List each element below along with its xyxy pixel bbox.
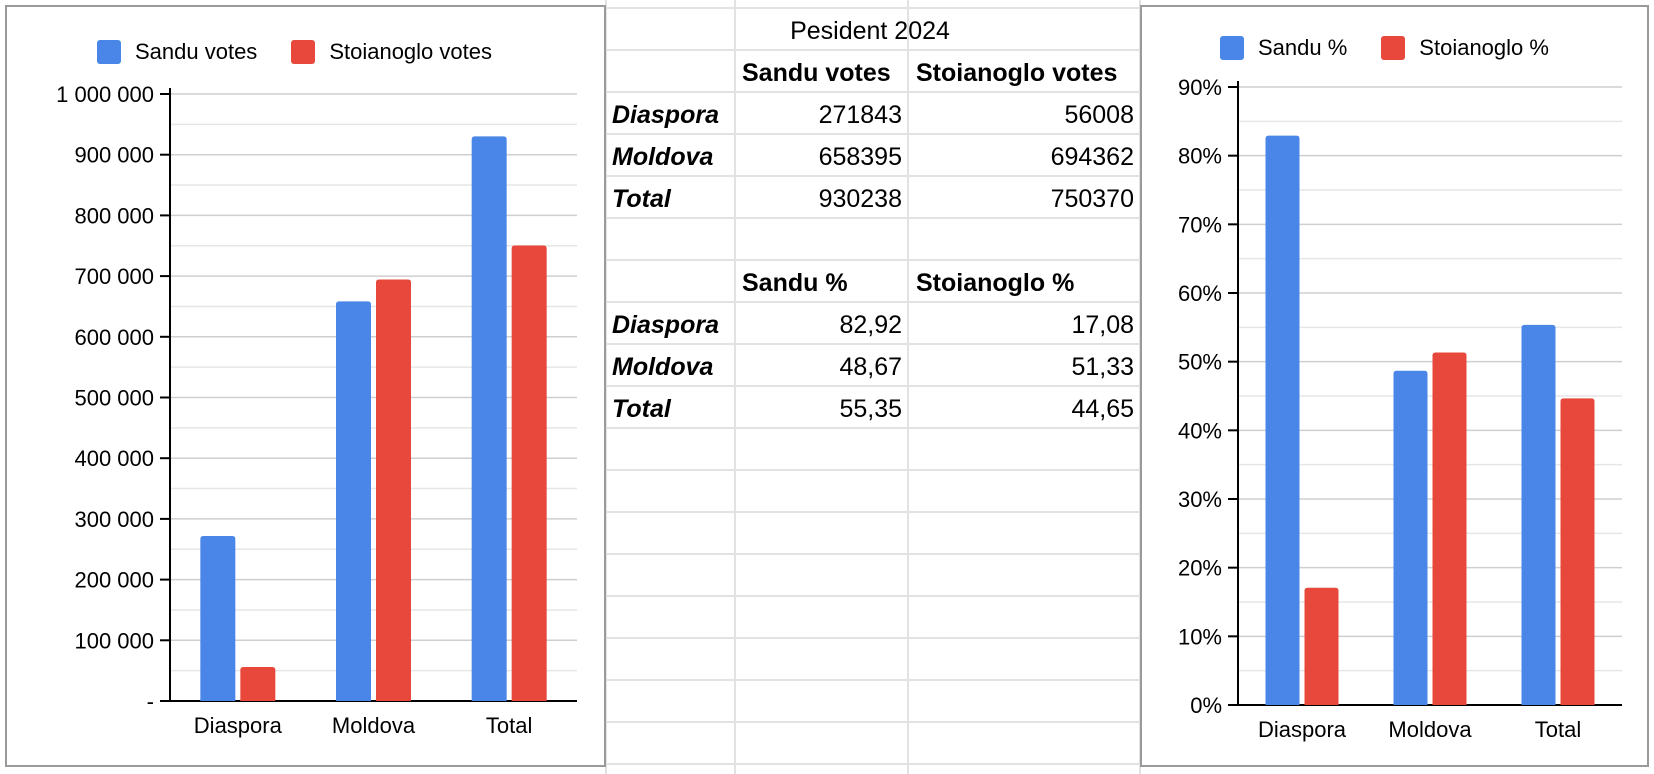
row-label-diaspora[interactable]: Diaspora [612, 311, 719, 339]
bar-stoianoglo-diaspora[interactable] [1304, 587, 1339, 705]
legend-item-sandu: Sandu votes [97, 39, 257, 65]
cell-stoianoglo-votes-moldova[interactable]: 694362 [1050, 143, 1134, 171]
votes-bar-chart[interactable]: Sandu votes Stoianoglo votes - 100 000 200… [5, 5, 606, 767]
y-tick-label: 900 000 [74, 143, 154, 168]
row-label-diaspora[interactable]: Diaspora [612, 101, 719, 129]
bar-sandu-moldova[interactable] [1393, 370, 1428, 705]
y-tick-label: 200 000 [74, 568, 154, 593]
bar-stoianoglo-total[interactable] [511, 245, 547, 702]
bar-stoianoglo-diaspora[interactable] [240, 667, 276, 701]
y-tick-label: 60% [1178, 281, 1222, 306]
y-tick-label: 400 000 [74, 446, 154, 471]
legend-swatch-sandu [97, 40, 121, 64]
votes-plot-area: - 100 000 200 000 300 000 400 000 500 000 600 … [56, 82, 577, 738]
y-tick-label: - [147, 689, 154, 714]
x-tick-label: Total [1535, 717, 1581, 742]
cell-sandu-votes-total[interactable]: 930238 [818, 185, 902, 213]
y-tick-label: 0% [1190, 693, 1222, 718]
legend-label-stoianoglo: Stoianoglo votes [329, 39, 492, 64]
chart-legend: Sandu % Stoianoglo % [1220, 35, 1549, 61]
header-stoianoglo-votes[interactable]: Stoianoglo votes [916, 59, 1118, 87]
cell-stoianoglo-percent-moldova[interactable]: 51,33 [1071, 353, 1134, 381]
y-tick-label: 80% [1178, 144, 1222, 169]
cell-sandu-percent-total[interactable]: 55,35 [839, 395, 902, 423]
percent-bar-chart[interactable]: Sandu % Stoianoglo % 0% 10% 20% 30% 40% 50% 60… [1140, 5, 1649, 767]
bar-sandu-total[interactable] [1521, 324, 1556, 705]
y-tick-label: 700 000 [74, 264, 154, 289]
x-tick-label: Diaspora [1258, 717, 1347, 742]
legend-item-stoianoglo: Stoianoglo votes [291, 39, 492, 65]
header-sandu-votes[interactable]: Sandu votes [742, 59, 891, 87]
bar-sandu-total[interactable] [471, 136, 507, 702]
legend-label-sandu: Sandu % [1258, 35, 1348, 60]
bar-stoianoglo-moldova[interactable] [376, 279, 411, 701]
cell-stoianoglo-votes-diaspora[interactable]: 56008 [1064, 101, 1134, 129]
percent-plot-area: 0% 10% 20% 30% 40% 50% 60% 70% 80% 90% Diaspora Mol… [1178, 75, 1622, 742]
legend-swatch-sandu [1220, 36, 1244, 60]
cell-sandu-percent-moldova[interactable]: 48,67 [839, 353, 902, 381]
x-tick-label: Moldova [332, 713, 416, 738]
legend-item-sandu: Sandu % [1220, 35, 1347, 61]
table-title[interactable]: Pesident 2024 [790, 17, 950, 45]
cell-sandu-votes-moldova[interactable]: 658395 [818, 143, 902, 171]
row-label-total[interactable]: Total [612, 185, 671, 213]
legend-swatch-stoianoglo [291, 40, 316, 64]
y-tick-label: 30% [1178, 487, 1222, 512]
y-tick-label: 500 000 [74, 386, 154, 411]
chart-legend: Sandu votes Stoianoglo votes [97, 39, 492, 65]
x-tick-label: Moldova [1388, 717, 1472, 742]
cell-stoianoglo-votes-total[interactable]: 750370 [1050, 185, 1134, 213]
cell-sandu-votes-diaspora[interactable]: 271843 [818, 101, 902, 129]
cell-stoianoglo-percent-diaspora[interactable]: 17,08 [1071, 311, 1134, 339]
y-tick-label: 10% [1178, 624, 1222, 649]
legend-label-sandu: Sandu votes [135, 39, 258, 64]
legend-item-stoianoglo: Stoianoglo % [1381, 35, 1549, 61]
x-tick-label: Total [486, 713, 532, 738]
legend-label-stoianoglo: Stoianoglo % [1419, 35, 1549, 60]
bar-sandu-moldova[interactable] [336, 301, 371, 701]
y-tick-label: 20% [1178, 556, 1222, 581]
y-tick-label: 50% [1178, 350, 1222, 375]
y-tick-label: 800 000 [74, 203, 154, 228]
header-stoianoglo-percent[interactable]: Stoianoglo % [916, 269, 1075, 297]
bar-sandu-diaspora[interactable] [1265, 135, 1300, 706]
y-tick-label: 600 000 [74, 325, 154, 350]
y-tick-label: 300 000 [74, 507, 154, 532]
y-tick-label: 90% [1178, 75, 1222, 100]
legend-swatch-stoianoglo [1381, 36, 1406, 60]
row-label-total[interactable]: Total [612, 395, 671, 423]
y-tick-label: 1 000 000 [56, 82, 154, 107]
row-label-moldova[interactable]: Moldova [612, 143, 714, 171]
y-tick-label: 100 000 [74, 628, 154, 653]
y-tick-label: 40% [1178, 418, 1222, 443]
x-tick-label: Diaspora [194, 713, 283, 738]
bar-stoianoglo-total[interactable] [1560, 398, 1595, 705]
y-tick-label: 70% [1178, 212, 1222, 237]
row-label-moldova[interactable]: Moldova [612, 353, 714, 381]
bar-stoianoglo-moldova[interactable] [1432, 352, 1467, 705]
cell-sandu-percent-diaspora[interactable]: 82,92 [839, 311, 902, 339]
header-sandu-percent[interactable]: Sandu % [742, 269, 848, 297]
bar-sandu-diaspora[interactable] [200, 535, 236, 701]
cell-stoianoglo-percent-total[interactable]: 44,65 [1071, 395, 1134, 423]
